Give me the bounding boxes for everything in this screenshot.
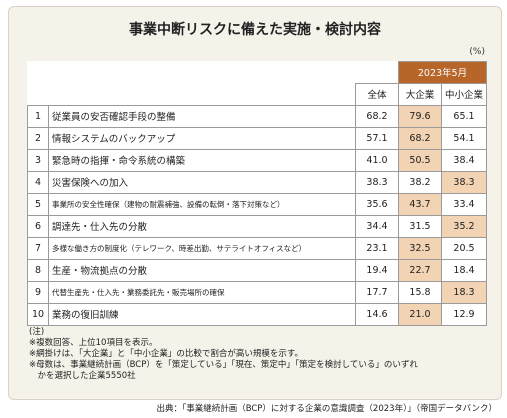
value-large: 31.5 — [397, 214, 442, 238]
row-item-label: 緊急時の指揮・命令系統の構築 — [48, 148, 356, 172]
value-sme: 38.4 — [440, 148, 488, 172]
value-sme: 54.1 — [440, 126, 488, 150]
row-item-label: 従業員の安否確認手段の整備 — [48, 104, 356, 128]
column-header-sme: 中小企業 — [440, 82, 488, 106]
value-all: 57.1 — [354, 126, 399, 150]
row-rank: 8 — [27, 258, 49, 282]
row-item-label: 事業所の安全性確保（建物の耐震補強、設備の転倒・落下対策など） — [48, 192, 356, 216]
note-line: ※複数回答、上位10項目を表示。 — [29, 338, 158, 348]
row-rank: 6 — [27, 214, 49, 238]
value-sme: 12.9 — [440, 302, 488, 326]
table-row: 5 事業所の安全性確保（建物の耐震補強、設備の転倒・落下対策など） 35.6 43.7… — [27, 192, 488, 216]
row-rank: 4 — [27, 170, 49, 194]
row-rank: 10 — [27, 302, 49, 326]
value-large: 22.7 — [397, 258, 442, 282]
chart-title: 事業中断リスクに備えた実施・検討内容 — [129, 22, 381, 38]
period-header: 2023年5月 — [397, 61, 488, 84]
table-row: 3 緊急時の指揮・命令系統の構築 41.0 50.5 38.4 — [27, 148, 488, 172]
row-rank: 9 — [27, 280, 49, 304]
value-all: 34.4 — [354, 214, 399, 238]
value-large: 15.8 — [397, 280, 442, 304]
row-item-label: 生産・物流拠点の分散 — [48, 258, 356, 282]
table-row: 9 代替生産先・仕入先・業務委託先・販売場所の確保 17.7 15.8 18.3 — [27, 280, 488, 304]
source-citation: 出典：「事業継続計画（BCP）に対する企業の意識調査（2023年）」（帝国データ… — [156, 404, 497, 414]
row-rank: 5 — [27, 192, 49, 216]
value-all: 14.6 — [354, 302, 399, 326]
table-row: 8 生産・物流拠点の分散 19.4 22.7 18.4 — [27, 258, 488, 282]
column-header-all: 全体 — [354, 82, 399, 106]
data-table: 2023年5月 全体 大企業 中小企業 1 従業員の安否確認手段の整備 68.2 79… — [27, 61, 488, 326]
value-all: 38.3 — [354, 170, 399, 194]
value-all: 19.4 — [354, 258, 399, 282]
chart-panel: 事業中断リスクに備えた実施・検討内容 (%) 2023年5月 全体 大企業 中小… — [8, 6, 502, 400]
notes: (注) ※複数回答、上位10項目を表示。 ※網掛けは、「大企業」と「中小企業」の… — [29, 327, 418, 382]
row-item-label: 代替生産先・仕入先・業務委託先・販売場所の確保 — [48, 280, 356, 304]
row-item-label: 多様な働き方の制度化（テレワーク、時差出勤、サテライトオフィスなど） — [48, 236, 356, 260]
table-body: 1 従業員の安否確認手段の整備 68.2 79.6 65.1 2 情報システムのバックアップ… — [27, 104, 488, 326]
row-item-label: 調達先・仕入先の分散 — [48, 214, 356, 238]
row-item-label: 業務の復旧訓練 — [48, 302, 356, 326]
value-all: 23.1 — [354, 236, 399, 260]
value-large: 38.2 — [397, 170, 442, 194]
row-rank: 2 — [27, 126, 49, 150]
note-heading: (注) — [29, 327, 45, 337]
row-item-label: 災害保険への加入 — [48, 170, 356, 194]
value-sme: 20.5 — [440, 236, 488, 260]
value-sme: 18.4 — [440, 258, 488, 282]
note-line: ※母数は、事業継続計画（BCP）を「策定している」「現在、策定中」「策定を検討し… — [29, 360, 418, 370]
column-header-large: 大企業 — [397, 82, 442, 106]
row-rank: 7 — [27, 236, 49, 260]
note-line: かを選択した企業5550社 — [29, 371, 136, 381]
table-row: 1 従業員の安否確認手段の整備 68.2 79.6 65.1 — [27, 104, 488, 128]
value-sme: 33.4 — [440, 192, 488, 216]
value-sme: 35.2 — [440, 214, 488, 238]
table-row: 4 災害保険への加入 38.3 38.2 38.3 — [27, 170, 488, 194]
table-row: 7 多様な働き方の制度化（テレワーク、時差出勤、サテライトオフィスなど） 23.1 3… — [27, 236, 488, 260]
note-line: ※網掛けは、「大企業」と「中小企業」の比較で割合が高い規模を示す。 — [29, 349, 304, 359]
row-item-label: 情報システムのバックアップ — [48, 126, 356, 150]
header-blank-2 — [355, 62, 398, 84]
value-all: 17.7 — [354, 280, 399, 304]
header-blank — [28, 62, 356, 106]
value-large: 21.0 — [397, 302, 442, 326]
table-row: 2 情報システムのバックアップ 57.1 68.2 54.1 — [27, 126, 488, 150]
value-sme: 38.3 — [440, 170, 488, 194]
row-rank: 1 — [27, 104, 49, 128]
value-all: 35.6 — [354, 192, 399, 216]
value-large: 79.6 — [397, 104, 442, 128]
table-row: 6 調達先・仕入先の分散 34.4 31.5 35.2 — [27, 214, 488, 238]
value-all: 41.0 — [354, 148, 399, 172]
value-large: 68.2 — [397, 126, 442, 150]
value-all: 68.2 — [354, 104, 399, 128]
row-rank: 3 — [27, 148, 49, 172]
value-sme: 18.3 — [440, 280, 488, 304]
value-large: 43.7 — [397, 192, 442, 216]
unit-label: (%) — [469, 47, 485, 57]
value-sme: 65.1 — [440, 104, 488, 128]
value-large: 50.5 — [397, 148, 442, 172]
value-large: 32.5 — [397, 236, 442, 260]
table-row: 10 業務の復旧訓練 14.6 21.0 12.9 — [27, 302, 488, 326]
